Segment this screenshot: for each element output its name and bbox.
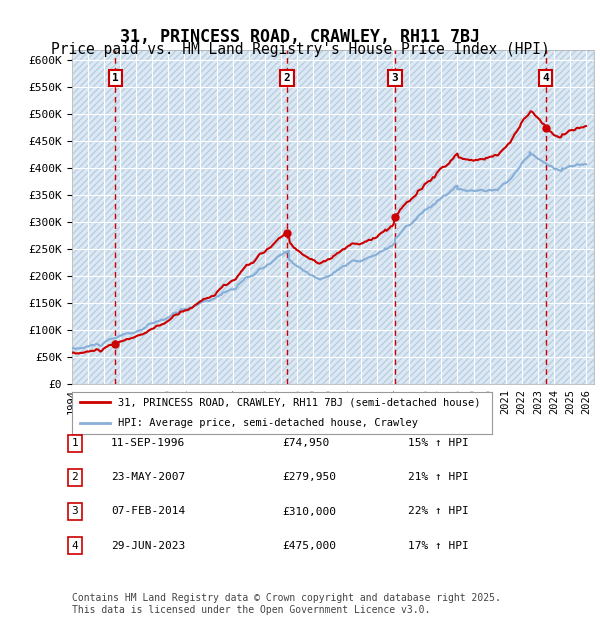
Text: Contains HM Land Registry data © Crown copyright and database right 2025.
This d: Contains HM Land Registry data © Crown c… — [72, 593, 501, 615]
Text: 4: 4 — [71, 541, 79, 551]
Text: 2: 2 — [284, 73, 290, 83]
Text: 23-MAY-2007: 23-MAY-2007 — [111, 472, 185, 482]
Text: 22% ↑ HPI: 22% ↑ HPI — [408, 507, 469, 516]
Text: 4: 4 — [542, 73, 549, 83]
Text: 31, PRINCESS ROAD, CRAWLEY, RH11 7BJ (semi-detached house): 31, PRINCESS ROAD, CRAWLEY, RH11 7BJ (se… — [118, 397, 481, 407]
Text: 1: 1 — [71, 438, 79, 448]
Text: £74,950: £74,950 — [282, 438, 329, 448]
Text: 3: 3 — [71, 507, 79, 516]
Text: 21% ↑ HPI: 21% ↑ HPI — [408, 472, 469, 482]
Text: 2: 2 — [71, 472, 79, 482]
Text: £279,950: £279,950 — [282, 472, 336, 482]
Text: 31, PRINCESS ROAD, CRAWLEY, RH11 7BJ: 31, PRINCESS ROAD, CRAWLEY, RH11 7BJ — [120, 28, 480, 46]
Text: 3: 3 — [391, 73, 398, 83]
Text: 07-FEB-2014: 07-FEB-2014 — [111, 507, 185, 516]
Text: HPI: Average price, semi-detached house, Crawley: HPI: Average price, semi-detached house,… — [118, 418, 418, 428]
Text: 15% ↑ HPI: 15% ↑ HPI — [408, 438, 469, 448]
Text: 11-SEP-1996: 11-SEP-1996 — [111, 438, 185, 448]
Text: £475,000: £475,000 — [282, 541, 336, 551]
Text: £310,000: £310,000 — [282, 507, 336, 516]
Text: Price paid vs. HM Land Registry's House Price Index (HPI): Price paid vs. HM Land Registry's House … — [50, 42, 550, 56]
Text: 29-JUN-2023: 29-JUN-2023 — [111, 541, 185, 551]
Text: 1: 1 — [112, 73, 119, 83]
Text: 17% ↑ HPI: 17% ↑ HPI — [408, 541, 469, 551]
